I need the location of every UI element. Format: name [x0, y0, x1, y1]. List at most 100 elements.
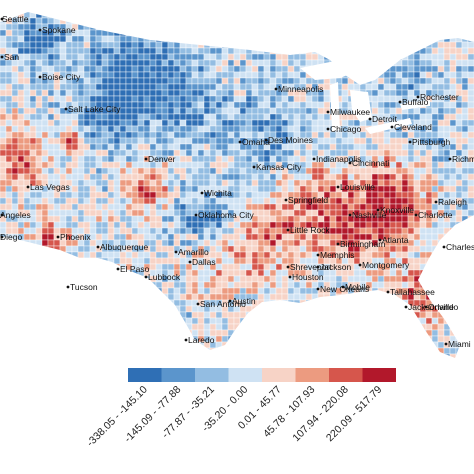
county-cell [167, 203, 175, 211]
county-cell [23, 35, 31, 43]
county-cell [209, 89, 217, 97]
county-cell [395, 185, 403, 193]
county-cell [59, 119, 67, 127]
county-cell [221, 101, 229, 109]
county-cell [239, 257, 247, 265]
county-cell [203, 311, 211, 319]
county-cell [203, 143, 211, 151]
county-cell [257, 77, 265, 85]
county-cell [461, 131, 469, 139]
county-cell [23, 173, 31, 181]
county-cell [65, 59, 73, 67]
county-cell [29, 203, 37, 211]
county-cell [455, 107, 463, 115]
county-cell [305, 119, 313, 127]
county-cell [203, 59, 211, 67]
county-cell [89, 47, 97, 55]
county-cell [227, 251, 235, 259]
county-cell [257, 287, 265, 295]
county-cell [47, 113, 55, 121]
county-cell [377, 269, 385, 277]
county-cell [257, 101, 265, 109]
county-cell [191, 305, 199, 313]
county-cell [17, 197, 25, 205]
county-cell [455, 137, 463, 145]
county-cell [53, 173, 61, 181]
county-cell [59, 191, 67, 199]
county-cell [155, 83, 163, 91]
county-cell [0, 131, 7, 139]
county-cell [41, 107, 49, 115]
county-cell [245, 269, 253, 277]
county-cell [41, 119, 49, 127]
county-cell [23, 119, 31, 127]
county-cell [59, 149, 67, 157]
county-cell [233, 257, 241, 265]
county-cell [233, 233, 241, 241]
county-cell [275, 95, 283, 103]
county-cell [35, 149, 43, 157]
county-cell [191, 47, 199, 55]
county-cell [407, 83, 415, 91]
county-cell [53, 215, 61, 223]
county-cell [299, 107, 307, 115]
county-cell [161, 47, 169, 55]
county-cell [47, 125, 55, 133]
county-cell [359, 137, 367, 145]
county-cell [11, 77, 19, 85]
county-cell [77, 203, 85, 211]
county-cell [263, 53, 271, 61]
county-cell [287, 173, 295, 181]
county-cell [185, 143, 193, 151]
city-label: Jackson [320, 262, 351, 272]
county-cell [161, 167, 169, 175]
county-cell [83, 95, 91, 103]
county-cell [5, 65, 13, 73]
county-cell [311, 101, 319, 109]
county-cell [17, 41, 25, 49]
county-cell [203, 197, 211, 205]
county-cell [395, 155, 403, 163]
county-cell [41, 131, 49, 139]
county-cell [107, 89, 115, 97]
county-cell [275, 65, 283, 73]
county-cell [53, 131, 61, 139]
county-cell [65, 167, 73, 175]
county-cell [47, 167, 55, 175]
county-cell [185, 89, 193, 97]
county-cell [197, 113, 205, 121]
city-label: San [4, 52, 19, 62]
county-cell [467, 59, 474, 67]
county-cell [401, 179, 409, 187]
county-cell [119, 41, 127, 49]
city-marker [38, 28, 42, 32]
county-cell [335, 191, 343, 199]
county-cell [131, 191, 139, 199]
county-cell [233, 53, 241, 61]
county-cell [305, 179, 313, 187]
county-cell [329, 215, 337, 223]
county-cell [311, 281, 319, 289]
county-cell [233, 251, 241, 259]
county-cell [197, 95, 205, 103]
county-cell [41, 101, 49, 109]
county-cell [197, 107, 205, 115]
county-cell [239, 197, 247, 205]
county-cell [269, 209, 277, 217]
county-cell [47, 41, 55, 49]
city-label: Nashville [352, 210, 387, 220]
county-cell [323, 83, 331, 91]
county-cell [467, 71, 474, 79]
county-cell [149, 167, 157, 175]
county-cell [371, 275, 379, 283]
county-cell [395, 77, 403, 85]
city-marker [378, 238, 382, 242]
county-cell [83, 131, 91, 139]
county-cell [239, 221, 247, 229]
county-cell [137, 191, 145, 199]
county-cell [47, 89, 55, 97]
county-cell [107, 53, 115, 61]
county-cell [251, 53, 259, 61]
county-cell [167, 125, 175, 133]
county-cell [245, 257, 253, 265]
